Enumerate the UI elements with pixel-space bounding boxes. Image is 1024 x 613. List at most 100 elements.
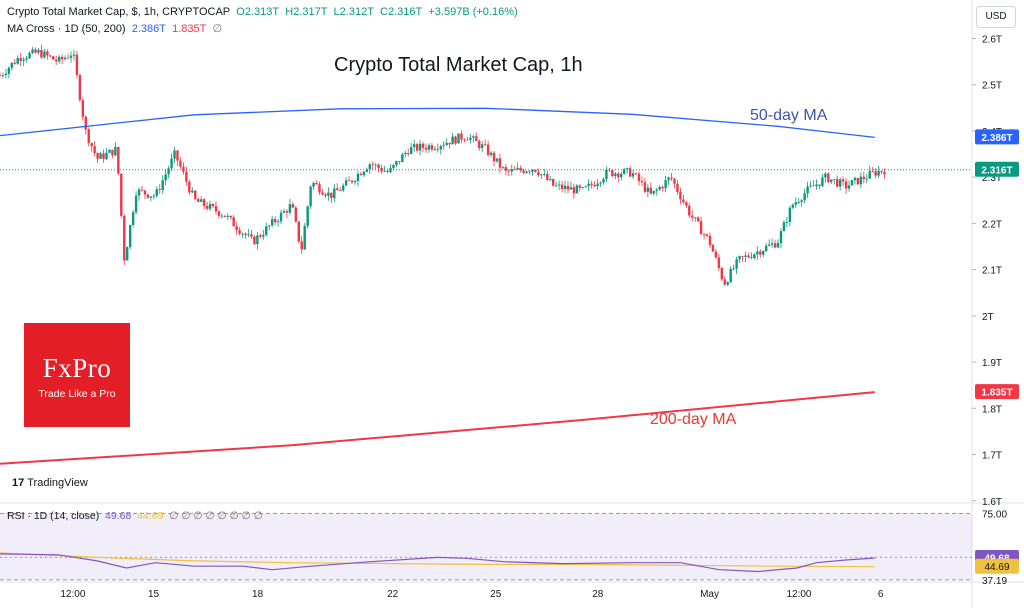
candle-body bbox=[365, 169, 369, 172]
candle-body bbox=[614, 173, 617, 177]
candle-body bbox=[72, 54, 76, 56]
candle-body bbox=[578, 185, 582, 188]
candle-body bbox=[140, 189, 144, 191]
candle-body bbox=[546, 174, 549, 180]
candle-body bbox=[779, 231, 783, 244]
candle-body bbox=[13, 62, 16, 64]
candle-body bbox=[705, 234, 709, 236]
candle-body bbox=[128, 225, 132, 248]
candle-body bbox=[469, 137, 472, 140]
candle-body bbox=[84, 116, 87, 130]
candle-body bbox=[628, 168, 632, 177]
candle-body bbox=[877, 171, 880, 176]
candle-body bbox=[723, 279, 726, 285]
candle-body bbox=[265, 226, 268, 235]
candle-body bbox=[741, 256, 744, 257]
candle-body bbox=[841, 179, 845, 182]
candle-body bbox=[720, 268, 724, 280]
currency-button[interactable]: USD bbox=[976, 6, 1016, 28]
time-tick-label: 18 bbox=[252, 589, 264, 600]
candle-body bbox=[472, 136, 475, 138]
last-price-tag-bg bbox=[975, 161, 1019, 177]
candle-body bbox=[566, 185, 570, 190]
rsi-tick-label: 37.19 bbox=[982, 576, 1007, 587]
candle-body bbox=[682, 199, 685, 203]
candle-body bbox=[448, 142, 451, 145]
price-tick-label: 2.1T bbox=[982, 266, 1002, 277]
candle-body bbox=[111, 149, 114, 156]
candle-body bbox=[327, 192, 330, 196]
candle-body bbox=[404, 152, 407, 155]
candle-body bbox=[622, 169, 626, 174]
time-tick-label: 25 bbox=[490, 589, 502, 600]
candle-body bbox=[146, 194, 150, 198]
price-tick-label: 2.5T bbox=[982, 81, 1002, 92]
candle-body bbox=[762, 251, 765, 255]
candle-body bbox=[344, 180, 348, 186]
candle-body bbox=[191, 190, 194, 193]
rsi-ma-tag-bg bbox=[975, 558, 1019, 574]
candle-body bbox=[87, 129, 90, 144]
candle-body bbox=[830, 179, 833, 183]
candle-body bbox=[102, 153, 105, 159]
candle-body bbox=[670, 177, 673, 179]
ma-cross-header[interactable]: MA Cross · 1D (50, 200) 2.386T 1.835T ∅ bbox=[7, 22, 222, 35]
candle-body bbox=[475, 136, 478, 141]
candle-body bbox=[617, 173, 620, 178]
candle-body bbox=[764, 245, 768, 252]
candle-body bbox=[55, 59, 58, 62]
candle-body bbox=[445, 142, 448, 146]
price-tick-label: 2T bbox=[982, 312, 994, 323]
price-tick-label: 1.7T bbox=[982, 451, 1002, 462]
candle-body bbox=[507, 170, 511, 172]
candle-body bbox=[584, 186, 587, 188]
candle-body bbox=[557, 184, 561, 186]
candle-body bbox=[581, 187, 584, 188]
symbol-title: Crypto Total Market Cap, $, 1h, CRYPTOCA… bbox=[7, 6, 231, 18]
candle-body bbox=[489, 152, 493, 155]
rsi-header[interactable]: RSI · 1D (14, close) 49.68 44.69 ∅ ∅ ∅ ∅… bbox=[7, 510, 263, 522]
candle-body bbox=[853, 177, 857, 181]
candle-body bbox=[137, 189, 141, 196]
candle-body bbox=[433, 148, 437, 150]
candle-body bbox=[519, 167, 522, 171]
candle-body bbox=[273, 219, 277, 223]
candle-body bbox=[637, 173, 641, 181]
candle-body bbox=[421, 143, 425, 148]
candle-body bbox=[551, 179, 555, 186]
candle-body bbox=[818, 184, 821, 186]
candle-body bbox=[418, 143, 422, 151]
candle-body bbox=[22, 59, 25, 61]
candle-body bbox=[31, 49, 34, 53]
rsi-label: RSI · 1D (14, close) bbox=[7, 510, 100, 522]
candle-body bbox=[510, 169, 513, 172]
candle-body bbox=[247, 234, 250, 236]
candle-body bbox=[750, 257, 753, 259]
tradingview-text: TradingView bbox=[27, 477, 88, 489]
ma200-price-tag: 1.835T bbox=[981, 388, 1012, 399]
candle-body bbox=[288, 204, 292, 213]
candle-body bbox=[451, 136, 454, 145]
candle-body bbox=[676, 183, 679, 192]
candle-body bbox=[43, 51, 46, 58]
candle-body bbox=[63, 57, 67, 60]
price-tick-label: 2.2T bbox=[982, 219, 1002, 230]
candle-body bbox=[593, 184, 596, 187]
candle-body bbox=[776, 243, 780, 248]
candle-body bbox=[785, 221, 789, 223]
candle-body bbox=[634, 173, 638, 175]
candle-body bbox=[126, 247, 129, 261]
candle-body bbox=[16, 58, 19, 64]
ma50-price-tag: 2.386T bbox=[981, 133, 1012, 144]
fxpro-brand: FxPro bbox=[42, 353, 112, 383]
candle-body bbox=[569, 187, 573, 190]
candle-body bbox=[241, 233, 244, 235]
candle-body bbox=[60, 56, 64, 60]
candle-body bbox=[747, 255, 750, 258]
candle-body bbox=[220, 215, 224, 217]
candle-body bbox=[350, 180, 354, 183]
candle-body bbox=[0, 75, 2, 77]
candle-body bbox=[658, 186, 661, 190]
candle-body bbox=[596, 183, 599, 187]
